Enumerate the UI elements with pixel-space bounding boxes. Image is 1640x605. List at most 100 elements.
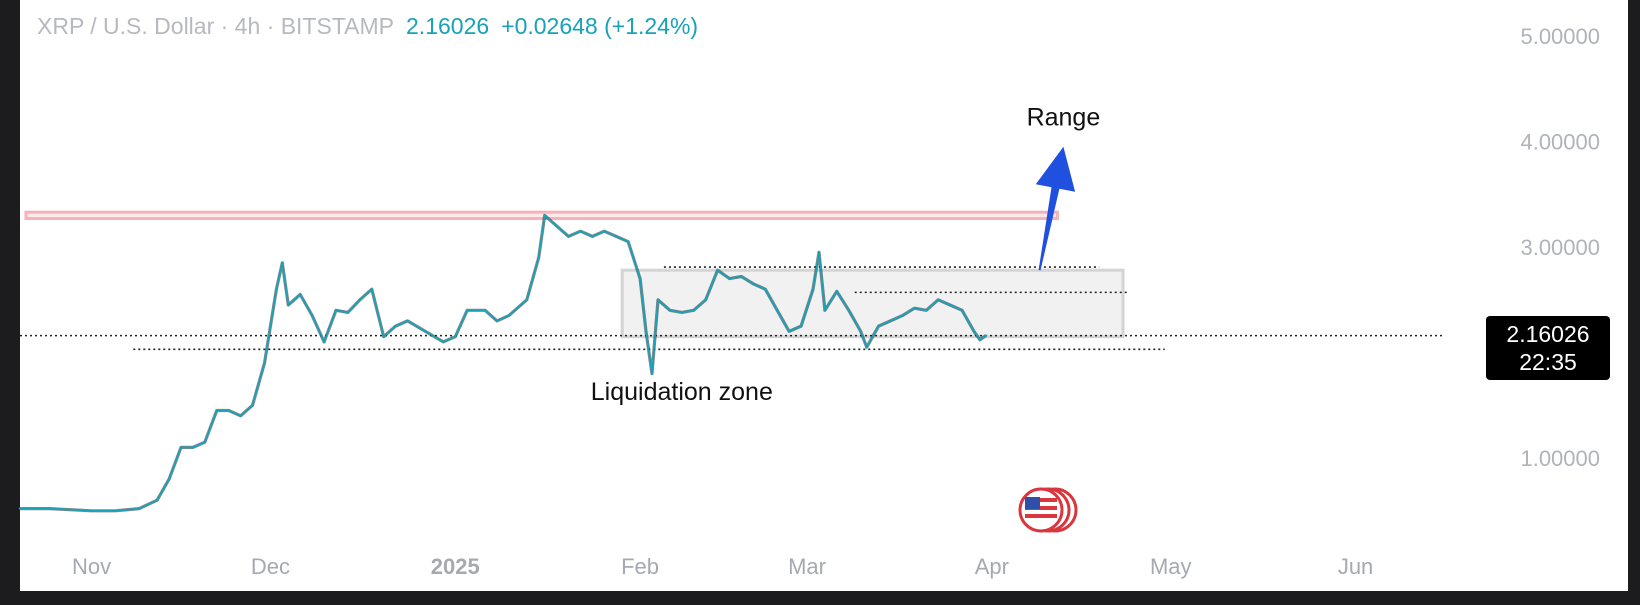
price-point: [179, 446, 183, 449]
price-point: [466, 309, 469, 312]
us-flag-event-icon[interactable]: [1018, 487, 1078, 533]
header-change: +0.02648 (+1.24%): [501, 13, 699, 39]
price-point: [764, 288, 767, 291]
annotation-layer: [20, 146, 1445, 351]
label-layer: Range Liquidation zone: [591, 104, 1100, 406]
price-point: [525, 298, 528, 301]
price-point: [215, 409, 218, 412]
price-point: [728, 277, 731, 280]
price-point: [948, 303, 952, 307]
price-point: [406, 319, 409, 323]
flag-canton: [1025, 497, 1040, 509]
price-badge: 2.16026 22:35: [1486, 316, 1610, 380]
price-point: [740, 275, 743, 278]
x-tick-label: Nov: [72, 554, 111, 579]
price-point: [817, 251, 821, 254]
price-point: [299, 293, 302, 296]
price-point: [239, 414, 242, 417]
price-badge-bg: [1486, 316, 1610, 380]
price-badge-price: 2.16026: [1506, 321, 1589, 347]
symbol-label: XRP / U.S. Dollar · 4h · BITSTAMP: [37, 13, 395, 39]
price-point: [191, 446, 195, 449]
range-label: Range: [1027, 104, 1101, 132]
price-point: [776, 309, 779, 312]
price-point: [311, 314, 314, 317]
price-point: [275, 288, 278, 291]
price-point: [90, 509, 93, 512]
price-point: [543, 214, 546, 217]
price-point: [823, 309, 827, 312]
price-point: [507, 314, 511, 317]
price-point: [680, 311, 683, 314]
price-point: [281, 261, 284, 264]
price-point: [811, 288, 815, 291]
price-point: [454, 335, 457, 338]
price-point: [901, 314, 904, 317]
x-tick-label: Dec: [251, 554, 290, 579]
price-point: [203, 441, 206, 444]
price-point: [692, 309, 695, 312]
price-series-shadow: [20, 213, 987, 513]
price-point: [382, 335, 385, 338]
liquidation-zone-label: Liquidation zone: [591, 378, 773, 406]
price-point: [668, 309, 672, 312]
axes-layer: 5.00000 4.00000 3.00000 1.00000 Nov Dec 2025 Fe…: [72, 24, 1600, 579]
price-point: [251, 404, 254, 407]
price-point: [752, 282, 755, 286]
price-point: [155, 499, 159, 502]
price-point: [579, 230, 582, 233]
price-point: [537, 256, 540, 259]
price-point: [972, 330, 976, 333]
price-point: [48, 507, 51, 510]
price-point: [960, 309, 964, 312]
price-point: [835, 290, 838, 293]
price-badge-countdown: 22:35: [1519, 349, 1577, 375]
price-point: [716, 269, 719, 272]
price-point: [984, 334, 988, 337]
price-point: [394, 324, 397, 328]
price-point: [877, 324, 880, 328]
price-point: [287, 303, 290, 307]
x-tick-label: Mar: [788, 554, 826, 579]
x-tick-label: Apr: [975, 554, 1009, 579]
price-point: [227, 409, 230, 412]
price-point: [346, 311, 350, 314]
price-point: [603, 230, 606, 233]
flag-stripe: [1025, 506, 1057, 510]
price-point: [913, 307, 916, 310]
price-point: [591, 235, 594, 238]
x-tick-label: Jun: [1338, 554, 1373, 579]
header-price: 2.16026: [406, 13, 490, 39]
price-point: [442, 340, 445, 344]
price-point: [615, 235, 618, 238]
x-tick-label: May: [1150, 554, 1192, 579]
price-point: [322, 340, 326, 344]
price-point: [114, 509, 117, 512]
price-point: [334, 309, 338, 312]
price-point: [370, 288, 373, 291]
price-point: [263, 361, 266, 365]
y-tick-label: 1.00000: [1520, 446, 1600, 471]
price-point: [650, 372, 654, 375]
range-box: [620, 268, 1125, 339]
price-point: [978, 338, 982, 341]
y-tick-label: 5.00000: [1520, 24, 1600, 49]
price-point: [847, 309, 850, 312]
price-point: [799, 324, 803, 328]
price-point: [358, 298, 362, 301]
y-tick-label: 3.00000: [1520, 235, 1600, 260]
price-point: [495, 319, 499, 323]
price-point: [787, 330, 791, 333]
price-point: [937, 298, 940, 301]
x-tick-label: Feb: [621, 554, 659, 579]
resistance-band: [24, 210, 1059, 221]
price-point: [483, 309, 487, 312]
price-point: [627, 240, 630, 243]
price-series-line: [20, 214, 987, 512]
price-point: [424, 330, 427, 333]
chart-header: XRP / U.S. Dollar · 4h · BITSTAMP 2.16026…: [37, 13, 698, 40]
price-point: [167, 477, 171, 481]
price-point: [18, 507, 22, 510]
price-point: [865, 346, 868, 349]
